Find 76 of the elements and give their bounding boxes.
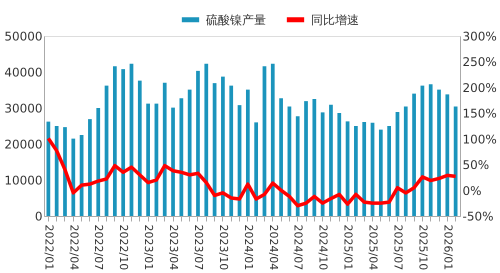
bar (238, 105, 242, 216)
bar (378, 130, 383, 216)
x-tick-label: 2022/01 (42, 224, 56, 270)
x-tick-label: 2023/04 (167, 224, 180, 270)
bar (88, 119, 92, 216)
y2-tick-label: 200% (462, 80, 497, 95)
bar (212, 83, 216, 216)
bar (362, 122, 366, 216)
y2-tick-label: 100% (462, 132, 497, 146)
bar (154, 104, 158, 216)
bar (279, 98, 283, 216)
x-tick-label: 2026/01 (441, 224, 454, 270)
x-tick-label: 2024/01 (242, 224, 255, 270)
bar (146, 104, 150, 216)
bar (454, 106, 458, 216)
bar (80, 135, 84, 216)
y2-tick-label: 50% (462, 158, 490, 172)
y-tick-label: 20000 (4, 138, 42, 152)
y2-tick-label: 300% (462, 30, 497, 44)
y2-tick-label: 150% (462, 106, 497, 121)
bar (196, 70, 200, 216)
bar (179, 98, 184, 216)
bar (312, 99, 316, 216)
bar (171, 108, 175, 216)
bar (262, 66, 266, 216)
bar (354, 126, 358, 216)
bar (304, 101, 308, 216)
x-tick-label: 2023/01 (142, 224, 156, 270)
bar (130, 64, 134, 216)
x-tick-label: 2022/07 (92, 224, 106, 270)
bar (121, 69, 126, 216)
bar (204, 64, 208, 216)
x-tick-label: 2024/07 (292, 224, 305, 270)
x-tick-label: 2025/01 (342, 224, 355, 270)
bar (396, 112, 400, 216)
y-tick-label: 50000 (4, 30, 42, 44)
x-tick-label: 2023/07 (192, 224, 205, 270)
bar (329, 104, 333, 216)
bar (404, 106, 408, 216)
x-tick-label: 2023/10 (216, 224, 230, 270)
y2-tick-label: 0% (462, 184, 482, 198)
x-tick-label: 2025/10 (416, 224, 430, 270)
x-tick-label: 2024/10 (316, 224, 330, 270)
y-tick-label: 10000 (4, 174, 42, 188)
bar (445, 94, 450, 216)
legend-label: 同比增速 (311, 12, 359, 27)
y2-tick-label: 250% (462, 55, 497, 70)
x-tick-label: 2025/04 (366, 224, 380, 270)
y-tick-label: 30000 (4, 102, 42, 116)
x-tick-label: 2025/07 (391, 224, 404, 270)
y-tick-label: 40000 (4, 66, 42, 80)
bar (229, 86, 234, 216)
bar (420, 86, 424, 216)
bar (437, 90, 441, 216)
legend-label: 硫酸镍产量 (206, 12, 266, 27)
x-tick-label: 2022/04 (67, 224, 80, 270)
bar (320, 112, 325, 216)
x-tick-label: 2024/04 (266, 224, 280, 270)
bar (188, 90, 192, 216)
y-tick-label: 0 (34, 210, 42, 224)
bar (104, 86, 108, 216)
bar (288, 106, 292, 216)
x-tick-label: 2022/10 (117, 224, 130, 270)
bar (46, 122, 50, 216)
bar (221, 76, 225, 216)
bar (346, 121, 350, 216)
bar (412, 94, 416, 216)
bar (270, 64, 275, 216)
bar (162, 82, 167, 216)
line-series (46, 136, 458, 208)
y2-tick-label: -50% (462, 210, 494, 224)
bar (138, 80, 142, 216)
bar (370, 122, 374, 216)
bar (112, 66, 117, 216)
bar (96, 108, 100, 216)
bar (428, 84, 433, 216)
